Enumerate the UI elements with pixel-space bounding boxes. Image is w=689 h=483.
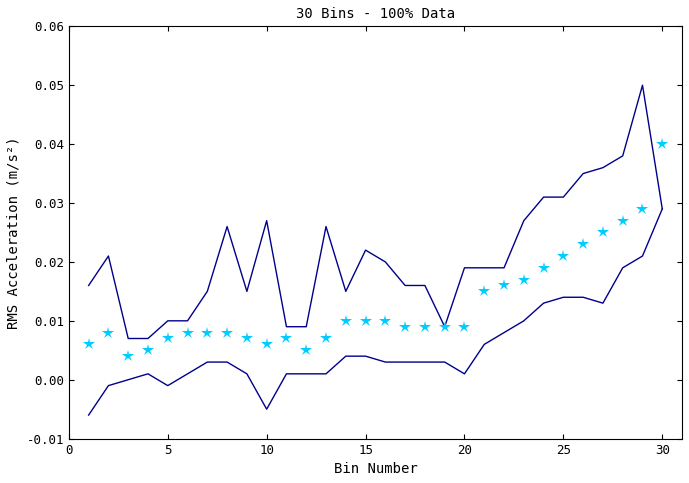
Title: 30 Bins - 100% Data: 30 Bins - 100% Data <box>296 7 455 21</box>
Y-axis label: RMS Acceleration (m/s²): RMS Acceleration (m/s²) <box>7 136 21 329</box>
X-axis label: Bin Number: Bin Number <box>333 462 418 476</box>
